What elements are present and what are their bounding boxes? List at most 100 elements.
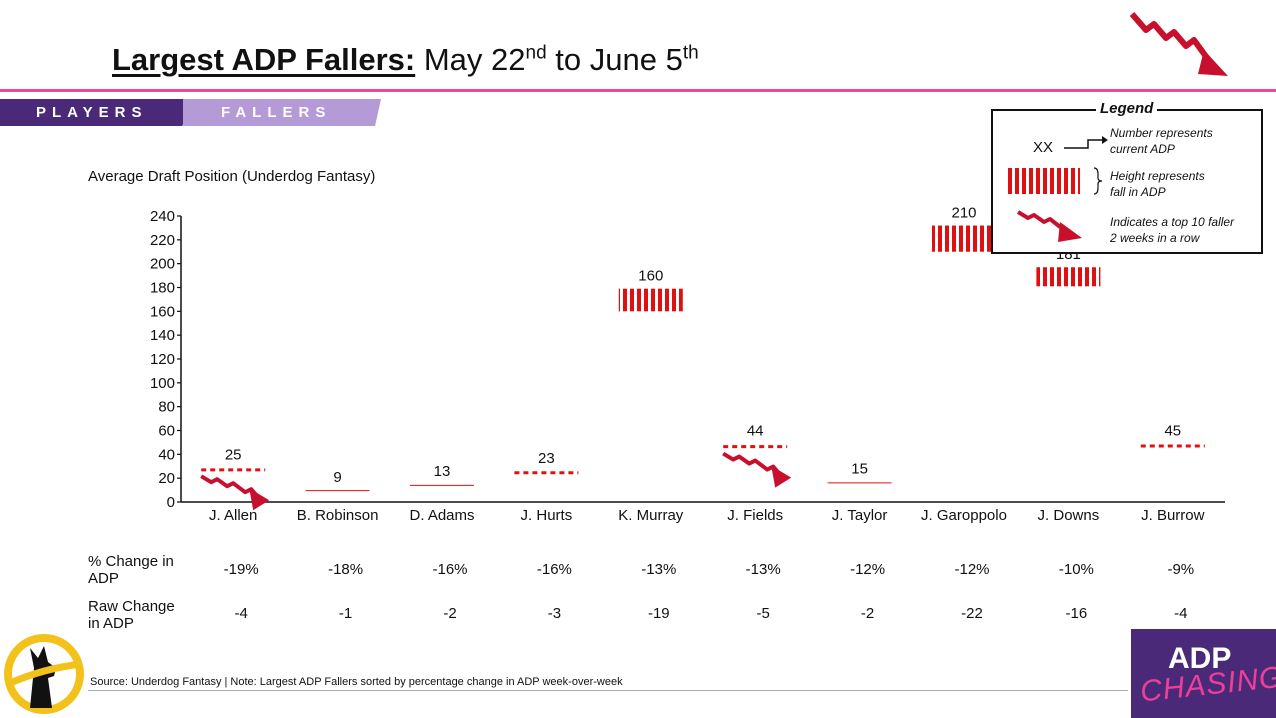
legend-faller-arrow-icon — [1016, 210, 1082, 242]
y-tick-label: 200 — [150, 256, 175, 273]
x-category-label: B. Robinson — [297, 507, 379, 524]
title-date-start: May 22 — [423, 42, 526, 77]
faller-arrow-shaft — [722, 451, 781, 475]
x-axis: J. Allen B. Robinson D. Adams J. Hurts K. Mu… — [181, 501, 1225, 524]
y-tick-label: 80 — [158, 399, 175, 416]
tab-fallers: FALLERS — [183, 99, 381, 126]
tab-players-label: PLAYERS — [36, 104, 148, 121]
legend-height-text: Height represents fall in ADP — [1110, 168, 1205, 200]
adp-fall-bar — [618, 288, 683, 312]
raw-change-label: Raw Change in ADP — [88, 598, 175, 632]
x-category-label: J. Downs — [1038, 507, 1100, 524]
title-sup-1: nd — [525, 42, 547, 64]
raw-change-cell: -2 — [443, 605, 457, 622]
legend-title: Legend — [1096, 100, 1158, 117]
chart-subtitle: Average Draft Position (Underdog Fantasy… — [88, 168, 376, 185]
raw-change-cell: -1 — [338, 605, 353, 622]
y-tick-label: 20 — [158, 470, 175, 487]
raw-change-cell: -19 — [647, 605, 670, 622]
adp-value-label: 15 — [851, 461, 868, 478]
x-category-label: J. Fields — [727, 507, 783, 524]
pct-change-cell: -19% — [223, 561, 259, 578]
two-week-faller-arrow-icon — [200, 474, 270, 511]
title-date-end: to June 5 — [546, 42, 683, 77]
raw-change-label-line-1: Raw Change — [88, 598, 175, 615]
tab-players: PLAYERS — [0, 99, 190, 126]
legend-height-line-1: Height represents — [1110, 169, 1205, 183]
pct-change-label: % Change in ADP — [88, 553, 174, 587]
adp-value-label: 25 — [225, 446, 242, 463]
y-tick-label: 120 — [150, 351, 175, 368]
legend-number-text: Number represents current ADP — [1110, 125, 1213, 157]
x-category-label: J. Garoppolo — [921, 507, 1007, 524]
pct-change-cell: -13% — [641, 561, 677, 578]
pct-change-cell: -9% — [1167, 561, 1195, 578]
legend-number-line-1: Number represents — [1110, 126, 1213, 140]
pct-change-cell: -18% — [328, 561, 364, 578]
faller-arrow-head — [249, 488, 270, 511]
pct-change-cell: -12% — [954, 561, 990, 578]
y-tick-label: 0 — [167, 494, 175, 511]
legend-arrow-line-2: 2 weeks in a row — [1110, 231, 1200, 245]
pct-change-cell: -10% — [1058, 561, 1094, 578]
adp-fall-bar — [1036, 267, 1101, 287]
legend-height-line-2: fall in ADP — [1110, 185, 1166, 199]
two-week-faller-arrow-icon — [722, 451, 792, 488]
legend-arrow-line-1: Indicates a top 10 faller — [1110, 215, 1235, 229]
y-tick-label: 220 — [150, 232, 175, 249]
trend-down-arrow-icon — [1129, 12, 1228, 76]
header-rule — [0, 89, 1276, 92]
x-category-label: K. Murray — [618, 507, 684, 524]
legend-arrow-text: Indicates a top 10 faller 2 weeks in a r… — [1110, 214, 1234, 246]
y-tick-label: 60 — [158, 423, 175, 440]
brand-logo-line-1: ADP — [1168, 642, 1232, 675]
legend-number-line-2: current ADP — [1110, 142, 1175, 156]
adp-fall-bar — [932, 225, 996, 252]
adp-value-label: 45 — [1164, 423, 1181, 440]
faller-arrow-shaft — [200, 474, 259, 498]
adp-value-label: 23 — [538, 450, 555, 467]
faller-arrow-head — [771, 465, 792, 488]
raw-change-cell: -3 — [547, 605, 562, 622]
footer-source-note: Source: Underdog Fantasy | Note: Largest… — [90, 676, 623, 688]
raw-change-label-line-2: in ADP — [88, 615, 134, 632]
adp-value-label: 210 — [951, 205, 976, 222]
pct-change-cell: -16% — [536, 561, 572, 578]
y-tick-label: 160 — [150, 303, 175, 320]
footer-rule — [88, 690, 1128, 691]
tab-fallers-label: FALLERS — [221, 104, 332, 121]
raw-change-cell: -4 — [234, 605, 248, 622]
legend-pointer-arrow-icon — [1064, 136, 1108, 149]
x-category-label: D. Adams — [409, 507, 474, 524]
y-tick-label: 240 — [150, 208, 175, 225]
title-sup-2: th — [682, 42, 699, 64]
raw-change-cell: -5 — [756, 605, 770, 622]
dog-logo-icon — [4, 634, 84, 714]
page-title: Largest ADP Fallers: May 22nd to June 5t… — [112, 42, 699, 78]
legend-striped-bar-icon — [1008, 167, 1103, 195]
pct-change-label-line-2: ADP — [88, 570, 119, 587]
x-category-label: J. Allen — [209, 507, 257, 524]
adp-value-label: 44 — [747, 423, 764, 440]
pct-change-cell: -12% — [850, 561, 886, 578]
title-bold: Largest ADP Fallers: — [112, 42, 416, 77]
brand-logo — [1131, 629, 1276, 718]
x-category-label: J. Burrow — [1141, 507, 1205, 524]
raw-change-cell: -2 — [860, 605, 875, 622]
x-category-label: J. Hurts — [521, 507, 573, 524]
y-tick-label: 40 — [158, 446, 175, 463]
legend-number-sample: XX — [1033, 139, 1054, 156]
raw-change-cell: -4 — [1174, 605, 1188, 622]
y-tick-label: 140 — [150, 327, 175, 344]
y-tick-label: 100 — [150, 375, 175, 392]
pct-change-cell: -13% — [745, 561, 781, 578]
pct-change-cell: -16% — [432, 561, 468, 578]
adp-value-label: 13 — [434, 463, 451, 480]
raw-change-cell: -16 — [1065, 605, 1088, 622]
adp-value-label: 160 — [638, 268, 663, 285]
raw-change-cell: -22 — [961, 605, 983, 622]
y-tick-label: 180 — [150, 280, 175, 297]
